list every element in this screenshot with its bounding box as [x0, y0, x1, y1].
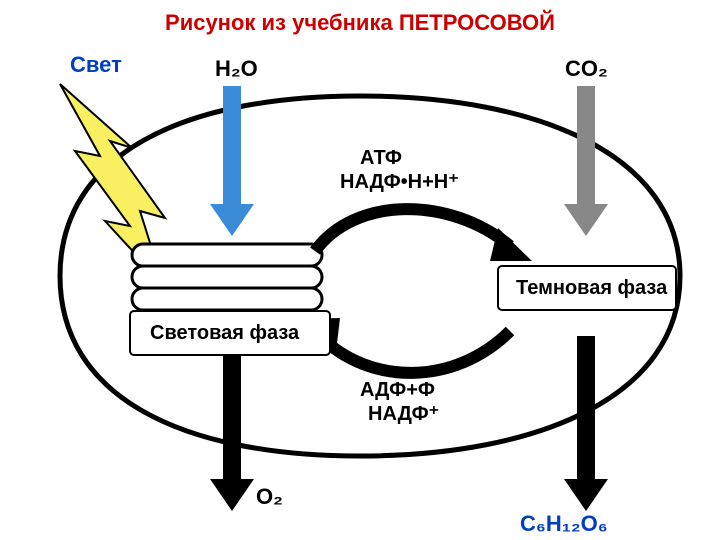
- o2-arrow-icon: [210, 356, 254, 511]
- glucose-label: C₆H₁₂O₆: [520, 511, 608, 536]
- nadph-label: НАДФ•Н+Н⁺: [340, 171, 459, 193]
- thylakoid-stack: [132, 244, 322, 310]
- photosynthesis-diagram: Свет H₂O CO₂ O₂ C₆H₁₂O₆ АТФ НАДФ•Н+Н⁺: [0, 36, 720, 536]
- diagram-title: Рисунок из учебника ПЕТРОСОВОЙ: [0, 0, 720, 36]
- atp-label: АТФ: [360, 147, 402, 169]
- light-phase-label: Световая фаза: [150, 322, 300, 344]
- co2-arrow-icon: [564, 86, 608, 236]
- cycle-arrow-top: [315, 209, 510, 251]
- h2o-label: H₂O: [215, 56, 258, 81]
- o2-label: O₂: [256, 484, 283, 509]
- dark-phase-label: Темновая фаза: [516, 277, 668, 299]
- nadp-label: НАДФ⁺: [368, 403, 439, 425]
- adp-label: АДФ+Ф: [360, 379, 435, 401]
- glucose-arrow-icon: [564, 336, 608, 511]
- co2-label: CO₂: [565, 56, 608, 81]
- light-label: Свет: [70, 52, 122, 77]
- h2o-arrow-icon: [210, 86, 254, 236]
- cycle-arrow-bottom: [320, 331, 510, 373]
